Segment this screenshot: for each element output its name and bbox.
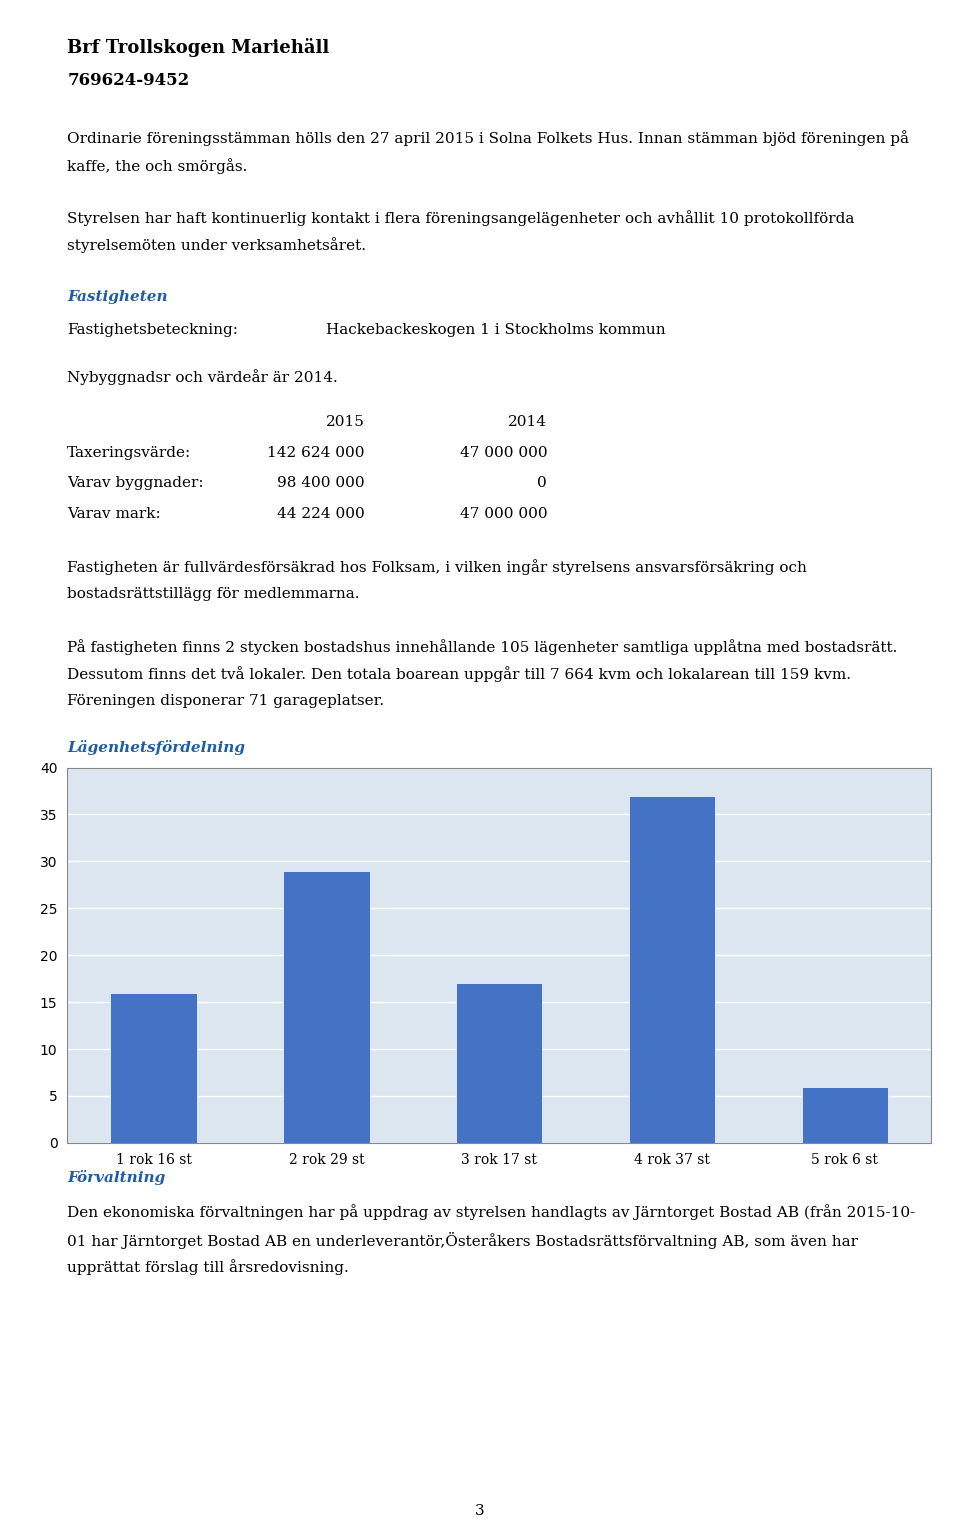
Text: Styrelsen har haft kontinuerlig kontakt i flera föreningsangelägenheter och avhå: Styrelsen har haft kontinuerlig kontakt … xyxy=(67,210,854,225)
Bar xyxy=(629,795,715,1143)
Text: 01 har Järntorget Bostad AB en underleverantör,Österåkers Bostadsrättsförvaltnin: 01 har Järntorget Bostad AB en underleve… xyxy=(67,1232,858,1249)
Text: Fastigheten är fullvärdesförsäkrad hos Folksam, i vilken ingår styrelsens ansvar: Fastigheten är fullvärdesförsäkrad hos F… xyxy=(67,559,807,574)
Bar xyxy=(110,993,197,1143)
Text: Nybyggnadsr och värdeår är 2014.: Nybyggnadsr och värdeår är 2014. xyxy=(67,369,338,385)
Text: Ordinarie föreningsstämman hölls den 27 april 2015 i Solna Folkets Hus. Innan st: Ordinarie föreningsstämman hölls den 27 … xyxy=(67,130,909,146)
Text: styrelsemöten under verksamhetsåret.: styrelsemöten under verksamhetsåret. xyxy=(67,237,366,253)
Bar xyxy=(283,870,370,1143)
Text: 0: 0 xyxy=(538,476,547,490)
Bar xyxy=(802,1086,888,1143)
Text: kaffe, the och smörgås.: kaffe, the och smörgås. xyxy=(67,158,248,173)
Text: upprättat förslag till årsredovisning.: upprättat förslag till årsredovisning. xyxy=(67,1259,348,1275)
Text: 3: 3 xyxy=(475,1504,485,1518)
Text: Hackebackeskogen 1 i Stockholms kommun: Hackebackeskogen 1 i Stockholms kommun xyxy=(326,323,666,337)
Text: 2014: 2014 xyxy=(508,415,547,429)
Text: Brf Trollskogen Mariehäll: Brf Trollskogen Mariehäll xyxy=(67,38,329,57)
Text: 142 624 000: 142 624 000 xyxy=(267,446,365,460)
Text: Fastighetsbeteckning:: Fastighetsbeteckning: xyxy=(67,323,238,337)
Text: Lägenhetsfördelning: Lägenhetsfördelning xyxy=(67,740,245,755)
Text: 47 000 000: 47 000 000 xyxy=(460,446,547,460)
Text: På fastigheten finns 2 stycken bostadshus innehållande 105 lägenheter samtliga u: På fastigheten finns 2 stycken bostadshu… xyxy=(67,639,898,654)
Text: 44 224 000: 44 224 000 xyxy=(277,507,365,521)
Bar xyxy=(456,984,542,1143)
Text: Varav mark:: Varav mark: xyxy=(67,507,161,521)
Text: Förvaltning: Förvaltning xyxy=(67,1170,165,1186)
Text: Föreningen disponerar 71 garageplatser.: Föreningen disponerar 71 garageplatser. xyxy=(67,694,384,708)
Text: Varav byggnader:: Varav byggnader: xyxy=(67,476,204,490)
Text: 2015: 2015 xyxy=(326,415,365,429)
Text: 769624-9452: 769624-9452 xyxy=(67,72,189,89)
Text: bostadsrättstillägg för medlemmarna.: bostadsrättstillägg för medlemmarna. xyxy=(67,587,360,601)
Text: Fastigheten: Fastigheten xyxy=(67,290,168,303)
Text: Den ekonomiska förvaltningen har på uppdrag av styrelsen handlagts av Järntorget: Den ekonomiska förvaltningen har på uppd… xyxy=(67,1204,916,1219)
Text: 47 000 000: 47 000 000 xyxy=(460,507,547,521)
Text: 98 400 000: 98 400 000 xyxy=(277,476,365,490)
Text: Taxeringsvärde:: Taxeringsvärde: xyxy=(67,446,191,460)
Text: Dessutom finns det två lokaler. Den totala boarean uppgår till 7 664 kvm och lok: Dessutom finns det två lokaler. Den tota… xyxy=(67,666,852,682)
